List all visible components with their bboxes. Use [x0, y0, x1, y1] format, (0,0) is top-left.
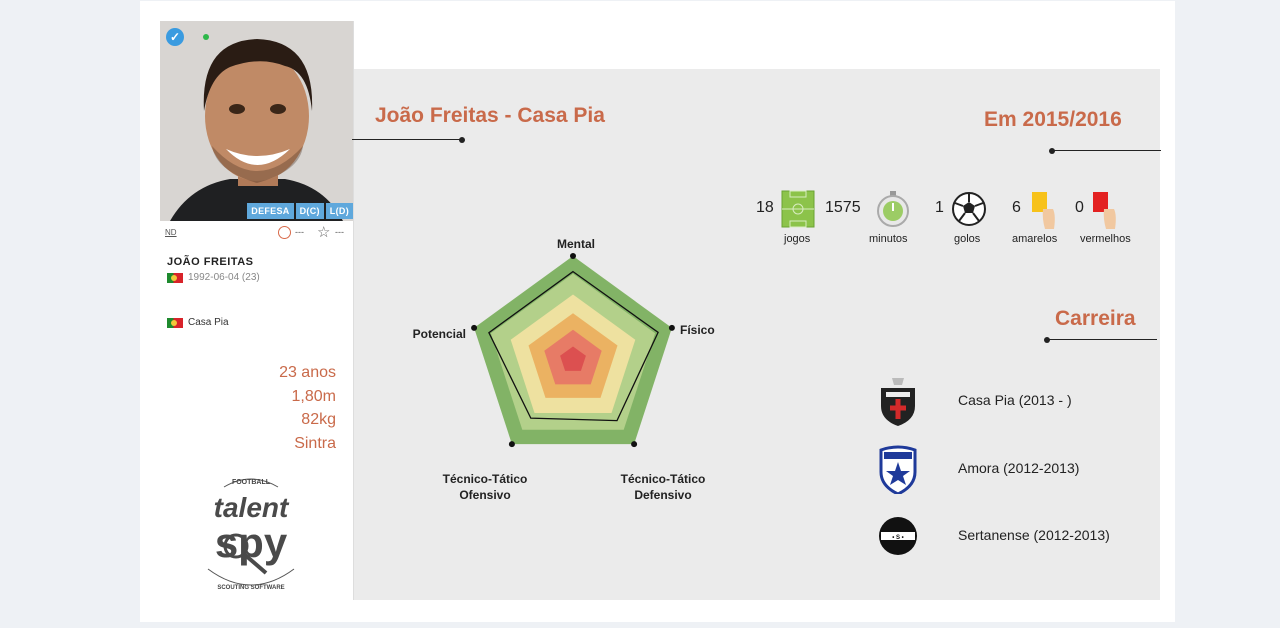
- stat-red-cards: 0 vermelhos: [1075, 186, 1145, 246]
- stat-minutes: 1575 minutos: [825, 186, 920, 246]
- career-dot: [1044, 337, 1050, 343]
- nd-link[interactable]: ND: [165, 228, 177, 237]
- portugal-flag-icon: [167, 317, 183, 328]
- stopwatch-icon: [877, 191, 909, 227]
- position-badge[interactable]: L(D): [325, 203, 353, 219]
- player-photo: ✓ DEFESA D(C) L(D): [160, 21, 353, 221]
- radar-axis-label: Potencial: [412, 327, 466, 341]
- star-icon[interactable]: ☆: [317, 224, 331, 241]
- ball-icon: [952, 192, 986, 226]
- stat-yellow-cards: 6 amarelos: [1012, 186, 1072, 246]
- radar-vertex-dot: [471, 324, 478, 331]
- radar-axis-label: Mental: [556, 237, 595, 251]
- pitch-icon: [781, 190, 815, 228]
- career-item-text: Sertanense (2012-2013): [958, 527, 1110, 543]
- svg-text:• S •: • S •: [892, 535, 904, 541]
- position-badge[interactable]: D(C): [295, 203, 324, 219]
- radar-axis-label: Técnico-Tático Ofensivo: [442, 472, 528, 502]
- career-title: Carreira: [1055, 307, 1136, 330]
- club-name: Casa Pia: [188, 317, 229, 328]
- career-item[interactable]: • S • Sertanense (2012-2013): [870, 511, 1150, 561]
- season-title: Em 2015/2016: [984, 108, 1122, 131]
- verified-icon: ✓: [166, 28, 184, 46]
- stat-label: jogos: [784, 233, 811, 245]
- player-facts: 23 anos 1,80m 82kg Sintra: [279, 361, 336, 455]
- player-subrow: ND --- ☆ ---: [165, 224, 348, 242]
- position-badges: DEFESA D(C) L(D): [247, 203, 353, 219]
- star-value: ---: [335, 227, 344, 237]
- logo-bottom-text: SCOUTING SOFTWARE: [217, 585, 284, 591]
- amora-crest-icon: [879, 445, 917, 494]
- career-underline: [1047, 339, 1157, 340]
- stat-label: vermelhos: [1080, 233, 1131, 245]
- online-status-icon: [203, 34, 209, 40]
- attribute-radar: Mental Físico Técnico-Tático Defensivo Té…: [380, 230, 760, 520]
- birth-date: 1992-06-04 (23): [188, 272, 260, 283]
- career-item-text: Amora (2012-2013): [958, 460, 1080, 476]
- player-sidebar: ✓ DEFESA D(C) L(D) ND --- ☆ --- JOÃO FRE…: [160, 21, 354, 600]
- position-badge[interactable]: DEFESA: [247, 203, 294, 219]
- page-title: João Freitas - Casa Pia: [375, 104, 605, 127]
- stat-value: 1: [935, 199, 944, 216]
- casa-pia-crest-icon: [881, 378, 915, 426]
- age: 23 anos: [279, 364, 336, 381]
- career-item-text: Casa Pia (2013 - ): [958, 392, 1072, 408]
- weight: 82kg: [301, 411, 336, 428]
- stat-goals: 1 golos: [935, 186, 995, 246]
- portugal-flag-icon: [167, 272, 183, 283]
- sertanense-crest-icon: • S •: [879, 517, 917, 555]
- height: 1,80m: [291, 387, 336, 405]
- player-name: JOÃO FREITAS: [167, 256, 254, 268]
- title-dot: [459, 137, 465, 143]
- radar-band: [560, 346, 586, 371]
- yellow-card-icon: [1032, 192, 1055, 229]
- clock-icon[interactable]: [278, 226, 291, 239]
- radar-vertex-dot: [570, 253, 576, 259]
- radar-vertex-dot: [631, 441, 638, 448]
- player-portrait: [160, 21, 353, 221]
- radar-axis-label: Técnico-Tático Defensivo: [620, 472, 706, 502]
- title-underline: [352, 139, 462, 140]
- player-birth: 1992-06-04 (23): [167, 272, 260, 283]
- red-card-icon: [1093, 192, 1116, 229]
- stat-label: golos: [954, 233, 981, 245]
- stat-label: minutos: [869, 233, 908, 245]
- stat-label: amarelos: [1012, 233, 1058, 245]
- radar-vertex-dot: [508, 441, 515, 448]
- radar-player-shape: [488, 270, 659, 422]
- talent-spy-logo: FOOTBALL talent spy SCOUTING SOFTWARE: [207, 478, 295, 591]
- radar-axis-label: Físico: [680, 323, 715, 337]
- career-item[interactable]: Casa Pia (2013 - ): [870, 376, 1150, 426]
- birthplace: Sintra: [294, 434, 336, 452]
- player-club: Casa Pia: [167, 317, 229, 328]
- clock-value: ---: [295, 227, 304, 237]
- season-underline: [1052, 150, 1161, 151]
- logo-top-text: FOOTBALL: [232, 479, 271, 486]
- stat-games: 18 jogos: [756, 186, 816, 246]
- season-dot: [1049, 148, 1055, 154]
- radar-vertex-dot: [668, 324, 675, 331]
- radar-chart: [471, 253, 675, 448]
- stat-value: 1575: [825, 199, 861, 216]
- stat-value: 6: [1012, 199, 1021, 216]
- career-item[interactable]: Amora (2012-2013): [870, 444, 1150, 494]
- stat-value: 0: [1075, 199, 1084, 216]
- stat-value: 18: [756, 199, 774, 216]
- logo-line1: talent: [214, 492, 290, 523]
